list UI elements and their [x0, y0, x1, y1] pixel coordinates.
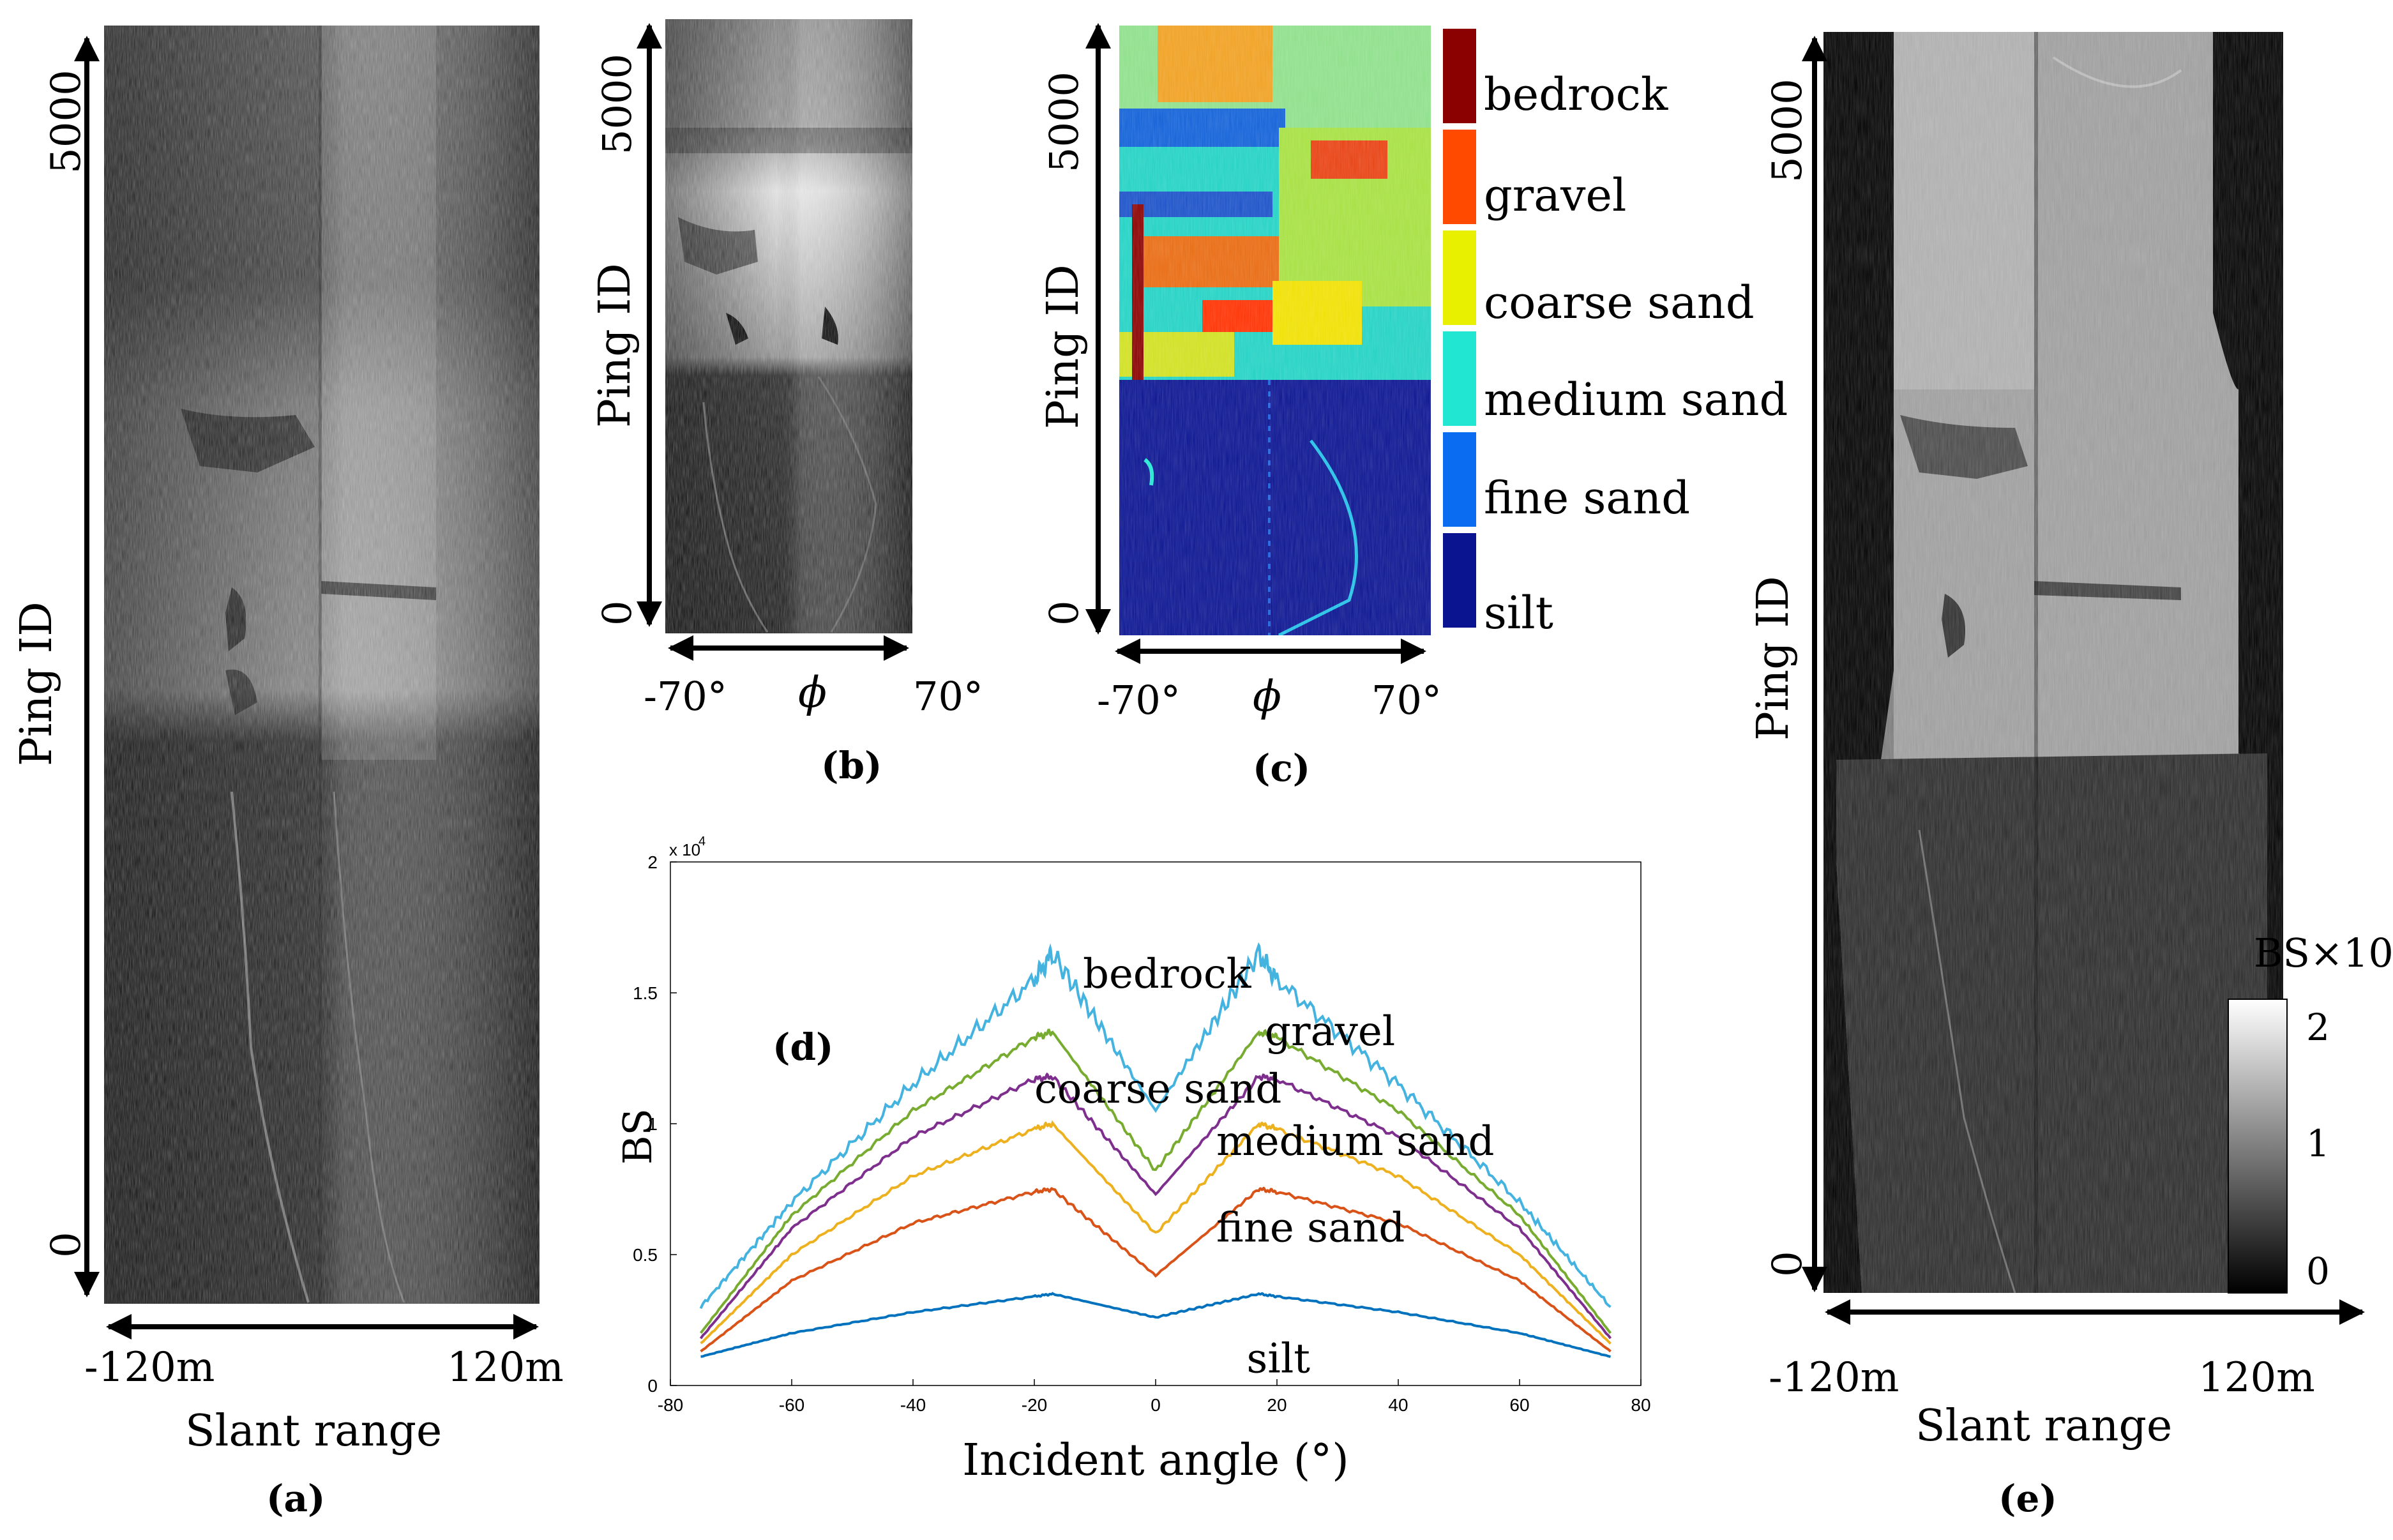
colorbar-tick-0-e: 0 — [2306, 1249, 2330, 1293]
colorbar-e — [2228, 999, 2288, 1294]
legend-label-gravel: gravel — [1484, 169, 1627, 222]
series-line-coarse-sand — [699, 1072, 1612, 1340]
x-tick-label: 60 — [1509, 1395, 1529, 1415]
annotation-fine-sand: fine sand — [1216, 1205, 1405, 1252]
annotation-gravel: gravel — [1265, 1008, 1395, 1055]
y-tick-0-e: 0 — [1764, 1251, 1811, 1277]
y-tick-5000-b: 5000 — [594, 54, 640, 155]
y-axis-label: BS — [614, 1108, 661, 1165]
x-tick-label: 80 — [1631, 1395, 1650, 1415]
series-line-silt — [700, 1292, 1611, 1358]
x-tick-label: 40 — [1388, 1395, 1408, 1415]
legend-swatch-coarse-sand — [1443, 230, 1476, 325]
series-line-fine-sand — [700, 1186, 1612, 1353]
legend-c: bedrock gravel coarse sand medium sand f… — [1443, 29, 1800, 635]
x-tick-label: 20 — [1267, 1395, 1287, 1415]
chart-d: -80 -60 -40 -20 0 20 40 60 80 0 0.5 1 1.5 2 x 104 Incid… — [614, 834, 1651, 1486]
legend-label-fine-sand: fine sand — [1484, 472, 1690, 524]
annotation-medium-sand: medium sand — [1216, 1118, 1494, 1165]
legend-swatch-gravel — [1443, 130, 1476, 224]
panel-a: 5000 0 Ping ID -120m 120m Slant range (a… — [0, 0, 575, 1540]
series-line-gravel — [699, 1028, 1612, 1334]
series-line-bedrock — [699, 942, 1612, 1310]
sonar-image-a — [104, 26, 540, 1304]
colorbar-tick-2-e: 2 — [2306, 1006, 2330, 1049]
x-tick-left-b: -70° — [644, 673, 727, 720]
x-axis-label: Incident angle (°) — [962, 1435, 1349, 1486]
legend-swatch-bedrock — [1443, 29, 1476, 123]
legend-label-medium-sand: medium sand — [1484, 374, 1788, 426]
y-exponent-label: x 10 — [669, 840, 700, 859]
x-tick-right-e: 120m — [2198, 1354, 2315, 1401]
x-tick-right-a: 120m — [447, 1344, 564, 1391]
panel-label-e: (e) — [1998, 1477, 2057, 1520]
panel-e: 5000 0 Ping ID -120m 120m Slant range (e… — [1724, 0, 2393, 1540]
panel-c: 5000 0 Ping ID -70° ϕ 70° (c) bedrock gr… — [1015, 0, 1807, 804]
y-tick-0-c: 0 — [1041, 600, 1087, 626]
x-tick-right-c: 70° — [1371, 677, 1442, 723]
annotation-silt: silt — [1247, 1336, 1311, 1383]
colorbar-tick-1-e: 1 — [2306, 1122, 2330, 1165]
x-tick-label: -60 — [779, 1395, 804, 1415]
axis-arrows-b — [637, 22, 909, 661]
y-tick-5000-a: 5000 — [43, 70, 90, 174]
colorbar-title-e: BS×10 — [2254, 930, 2393, 976]
series-line-medium-sand — [700, 1120, 1612, 1345]
x-tick-right-b: 70° — [913, 673, 983, 720]
sonar-image-e — [1823, 32, 2283, 1293]
x-axis-label-a: Slant range — [185, 1406, 442, 1456]
legend-label-coarse-sand: coarse sand — [1484, 276, 1755, 329]
x-axis-label-e: Slant range — [1915, 1401, 2173, 1451]
panel-d: -80 -60 -40 -20 0 20 40 60 80 0 0.5 1 1.5 2 x 10 4 Incid… — [613, 824, 1673, 1540]
legend-swatch-silt — [1443, 533, 1476, 628]
x-symbol-phi-b: ϕ — [798, 668, 827, 717]
x-symbol-phi-c: ϕ — [1253, 672, 1281, 721]
legend-label-silt: silt — [1484, 587, 1553, 639]
x-tick-label: -20 — [1022, 1395, 1047, 1415]
x-tick-left-a: -120m — [84, 1344, 215, 1391]
panel-label-b: (b) — [821, 744, 882, 787]
y-tick-label: 1.5 — [633, 983, 658, 1003]
panel-b: 5000 0 Ping ID -70° ϕ 70° (b) — [575, 0, 990, 804]
panel-label-c: (c) — [1253, 746, 1311, 790]
y-tick-0-a: 0 — [43, 1232, 90, 1258]
axis-arrows-c — [1085, 22, 1426, 664]
axis-arrows-a — [74, 35, 539, 1340]
legend-swatch-fine-sand — [1443, 432, 1476, 527]
x-tick-left-c: -70° — [1097, 677, 1181, 723]
y-tick-label: 2 — [647, 852, 658, 872]
y-axis-label-a: Ping ID — [11, 601, 62, 766]
panel-label-a: (a) — [266, 1477, 326, 1520]
axis-arrows-e — [1802, 35, 2365, 1325]
legend-swatch-medium-sand — [1443, 331, 1476, 426]
y-axis-label-c: Ping ID — [1038, 264, 1089, 429]
classification-map-c — [1119, 26, 1431, 635]
x-tick-label: -40 — [900, 1395, 926, 1415]
y-tick-label: 0 — [647, 1376, 658, 1396]
annotation-coarse-sand: coarse sand — [1034, 1066, 1281, 1113]
x-tick-label: 0 — [1151, 1395, 1161, 1415]
x-tick-left-e: -120m — [1769, 1354, 1899, 1401]
chart-panel-label: (d) — [773, 1025, 833, 1069]
sonar-image-b — [665, 19, 912, 633]
y-axis-label-b: Ping ID — [590, 263, 640, 428]
y-tick-5000-e: 5000 — [1764, 79, 1811, 183]
legend-label-bedrock: bedrock — [1484, 68, 1668, 121]
annotation-bedrock: bedrock — [1083, 951, 1252, 998]
y-exponent-power: 4 — [698, 834, 706, 849]
y-tick-label: 0.5 — [633, 1245, 658, 1265]
x-tick-label: -80 — [658, 1395, 683, 1415]
y-tick-5000-c: 5000 — [1041, 72, 1087, 172]
y-axis-label-e: Ping ID — [1748, 576, 1799, 741]
y-tick-0-b: 0 — [594, 600, 640, 626]
plot-frame — [670, 861, 1642, 1386]
y-tick-label: 1 — [647, 1114, 658, 1134]
